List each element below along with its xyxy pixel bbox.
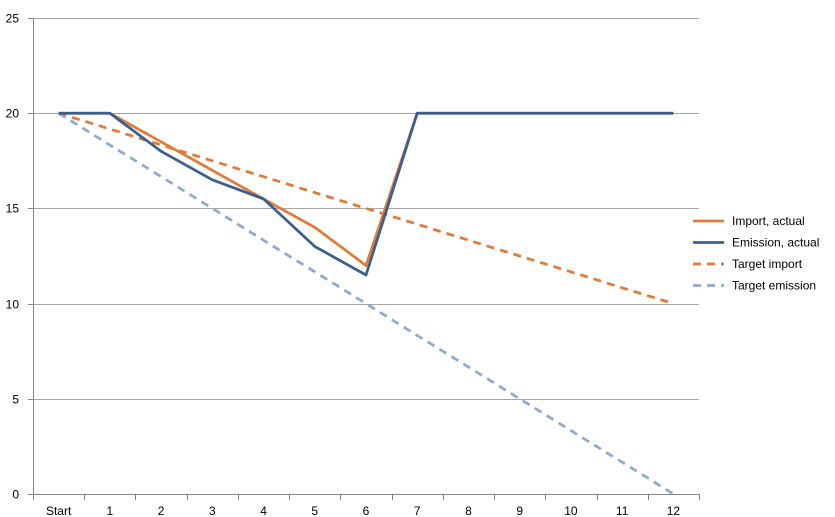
x-tick-label: 12 [667,504,681,517]
x-tick-label: 6 [363,504,370,517]
x-tick-label: 9 [516,504,523,517]
x-tick-label: 5 [311,504,318,517]
y-tick-label: 25 [6,12,20,26]
gridlines [33,18,699,400]
series-line-target-import [58,111,674,305]
legend-label: Target import [732,257,803,271]
legend-label: Emission, actual [732,236,819,250]
y-tick-label: 15 [6,202,20,216]
x-tick-label: 11 [616,504,629,517]
x-tick-label: 2 [158,504,165,517]
x-tick-label: 4 [260,504,267,517]
series-lines [57,111,675,496]
legend-label: Target emission [732,279,816,293]
y-tick-label: 0 [12,488,19,502]
x-tick-label: 10 [564,504,578,517]
series-line-emission-actual [58,111,674,277]
series-line-target-emission [57,112,675,496]
y-tick-label: 5 [12,393,19,407]
y-tick-label: 10 [6,298,20,312]
axes [28,18,700,500]
legend: Import, actual Emission, actual Target imp… [693,214,819,293]
legend-label: Import, actual [732,214,805,228]
x-tick-label: 1 [107,504,114,517]
x-tick-label: Start [46,504,72,517]
series-line-import-actual [58,111,674,267]
x-tick-label: 7 [414,504,421,517]
x-tick-label: 8 [465,504,472,517]
x-tick-label: 3 [209,504,216,517]
y-tick-label: 20 [6,107,20,121]
